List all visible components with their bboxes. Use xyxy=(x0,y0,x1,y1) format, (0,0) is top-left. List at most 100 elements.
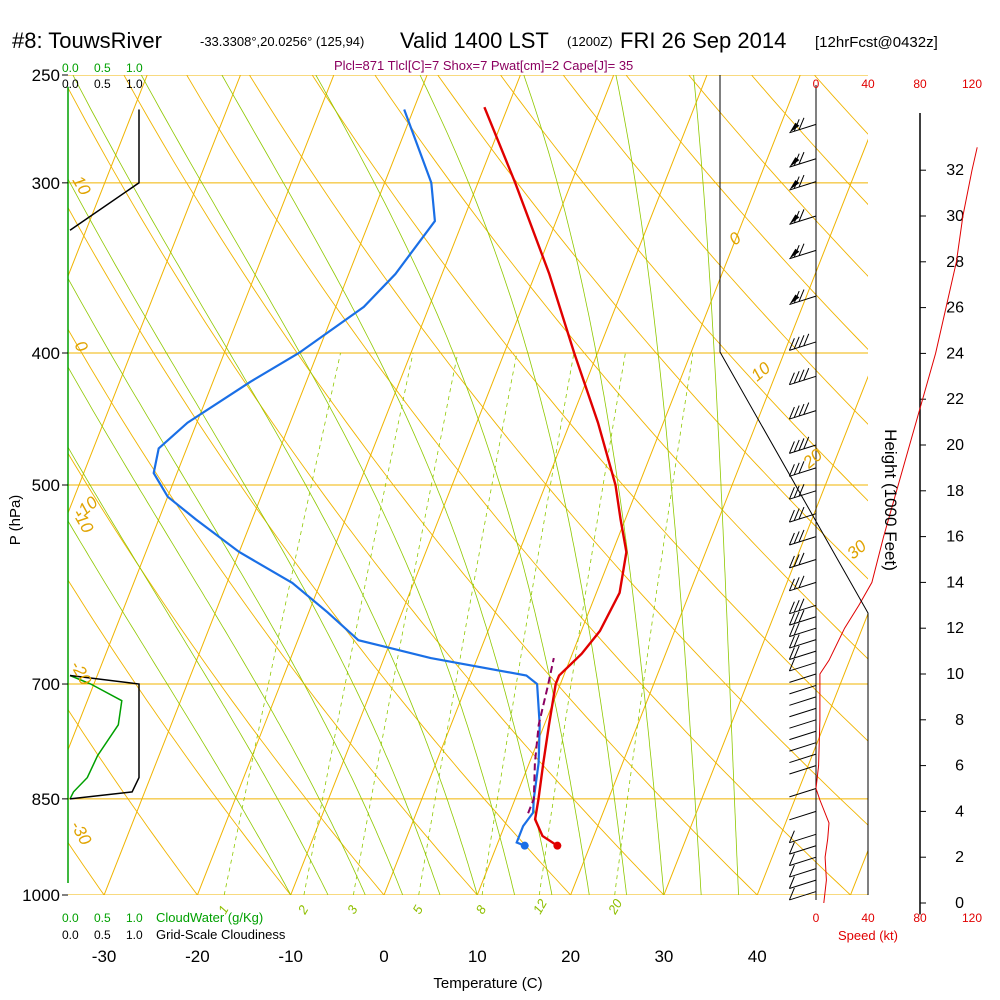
wind-barb-feather xyxy=(793,622,800,636)
dry-adiabat xyxy=(68,328,478,895)
cloudiness-bottom-tick: 1.0 xyxy=(126,928,143,942)
moist-adiabat xyxy=(140,75,515,895)
speed-bottom-tick: 0 xyxy=(813,911,820,925)
wind-barb-feather xyxy=(788,372,795,385)
wind-barb-staff xyxy=(789,753,817,764)
temperature-axis-label: Temperature (C) xyxy=(433,975,542,992)
moist-adiabat xyxy=(68,277,404,895)
wind-barb-feather xyxy=(788,532,795,546)
wind-barb-staff xyxy=(789,707,817,718)
wind-barb-feather xyxy=(798,174,805,188)
wind-barb-feather xyxy=(793,485,800,498)
moist-adiabat xyxy=(615,75,702,895)
wind-barb xyxy=(788,552,817,569)
dry-adiabat xyxy=(249,75,868,826)
wind-barb xyxy=(788,634,817,649)
wind-barb xyxy=(789,684,817,695)
cloudiness-top-tick: 0.0 xyxy=(62,77,79,91)
pressure-tick-label: 1000 xyxy=(22,886,60,905)
height-tick-label: 20 xyxy=(946,437,964,454)
temperature-tick-label: 0 xyxy=(379,947,388,966)
mixing-ratio-label: 8 xyxy=(473,902,490,916)
zulu-time: (1200Z) xyxy=(567,34,613,49)
wind-barb-feather xyxy=(793,153,800,166)
mixing-ratio-label: 12 xyxy=(530,896,551,917)
moist-adiabat xyxy=(693,75,739,895)
station-coords: -33.3308°,20.0256° (125,94) xyxy=(200,34,364,49)
wind-barb xyxy=(789,696,817,706)
wind-barb-feather xyxy=(793,634,800,647)
wind-barb-staff xyxy=(789,559,817,569)
temperature-tick-label: 10 xyxy=(468,947,487,966)
wind-barb-staff xyxy=(789,513,817,523)
wind-barb-staff xyxy=(789,891,817,901)
wind-barb-feather xyxy=(803,367,810,381)
cloudiness-bottom-tick: 0.0 xyxy=(62,928,79,942)
mixing-ratio-label: 3 xyxy=(344,902,361,916)
wind-barb-staff xyxy=(789,833,817,844)
speed-top-tick: 0 xyxy=(813,77,820,91)
wind-barb-feather xyxy=(798,151,805,165)
wind-barb xyxy=(788,367,817,386)
wind-barb-feather xyxy=(788,578,795,591)
indices-text: Plcl=871 Tlcl[C]=7 Shox=7 Pwat[cm]=2 Cap… xyxy=(334,58,633,73)
wind-barb-feather xyxy=(798,552,805,566)
wind-barb-feather xyxy=(793,508,800,521)
wind-barb-staff xyxy=(789,444,817,454)
dry-adiabat xyxy=(68,579,292,895)
wind-barb-feather xyxy=(798,529,805,543)
wind-barb-feather xyxy=(788,876,795,889)
wind-barb-feather xyxy=(798,403,805,417)
wind-barb xyxy=(788,887,817,901)
dry-adiabat xyxy=(562,75,868,425)
isotherm-line xyxy=(68,75,148,278)
wind-barb-feather xyxy=(788,601,795,614)
wind-barb xyxy=(789,117,817,134)
pressure-axis-label: P (hPa) xyxy=(7,495,24,546)
temperature-tick-label: 30 xyxy=(654,947,673,966)
pressure-tick-label: 300 xyxy=(32,174,60,193)
dry-adiabat xyxy=(68,86,665,895)
wind-barb xyxy=(789,174,817,191)
temperature-tick-label: 20 xyxy=(561,947,580,966)
cloudwater-top-tick: 1.0 xyxy=(126,61,143,75)
moist-adiabat xyxy=(68,366,366,895)
mixing-ratio-label: 2 xyxy=(294,902,311,917)
wind-barb-feather xyxy=(788,555,795,569)
wind-barb-staff xyxy=(789,249,817,260)
moist-adiabat xyxy=(68,446,329,895)
wind-barb-staff xyxy=(789,684,817,695)
mixing-ratio-line xyxy=(481,352,575,895)
forecast-label: [12hrFcst@0432z] xyxy=(815,34,938,51)
isotherm-line xyxy=(68,75,335,752)
height-tick-label: 26 xyxy=(946,300,964,317)
wind-barb xyxy=(789,243,817,260)
wind-barb-feather xyxy=(793,245,800,258)
wind-barb-feather xyxy=(798,117,805,130)
pressure-tick-label: 850 xyxy=(32,790,60,809)
cloudiness-top-tick: 0.5 xyxy=(94,77,111,91)
wind-barb-feather xyxy=(793,611,800,624)
wind-barb-feather xyxy=(788,887,795,901)
wind-barb-staff xyxy=(789,673,817,683)
surface-dewpoint-point xyxy=(520,841,529,850)
cloudwater-bottom-tick: 0.5 xyxy=(94,911,111,925)
dry-adiabat xyxy=(437,75,868,580)
wind-barb-feather xyxy=(793,336,800,350)
wind-barb xyxy=(788,841,817,855)
speed-top-tick: 80 xyxy=(913,77,927,91)
wind-barb-staff xyxy=(789,604,817,615)
isotherm-line xyxy=(196,75,521,895)
wind-barb-feather xyxy=(793,176,800,189)
station-title: #8: TouwsRiver xyxy=(12,28,162,53)
wind-barb-feather xyxy=(798,289,805,302)
height-tick-label: 22 xyxy=(946,391,964,408)
wind-barb xyxy=(788,598,817,615)
wind-barb xyxy=(788,461,817,477)
pressure-tick-label: 500 xyxy=(32,476,60,495)
wind-barb-staff xyxy=(789,490,817,500)
isotherm-line xyxy=(756,612,868,895)
wind-barb xyxy=(788,575,817,592)
